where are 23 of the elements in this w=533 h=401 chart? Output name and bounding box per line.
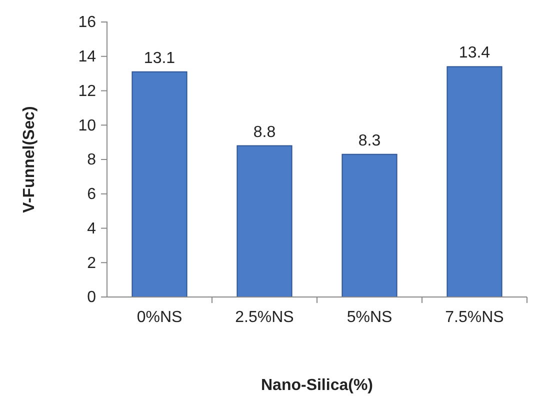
x-tick-label: 2.5%NS	[235, 309, 294, 326]
x-tick-label: 5%NS	[346, 309, 392, 326]
y-tick-label: 0	[87, 289, 96, 306]
y-tick-label: 2	[87, 254, 96, 272]
data-label: 8.8	[253, 124, 276, 141]
x-tick-label: 0%NS	[136, 309, 182, 326]
x-axis-title: Nano-Silica(%)	[260, 377, 374, 394]
bar	[446, 66, 502, 298]
y-tick-label: 14	[78, 48, 96, 66]
bar	[132, 71, 188, 298]
x-tick-label: 7.5%NS	[445, 309, 504, 326]
bar	[342, 154, 398, 298]
y-tick-label: 10	[78, 117, 96, 134]
y-tick-label: 4	[87, 220, 96, 238]
data-label: 13.4	[458, 44, 490, 62]
data-label: 13.1	[144, 50, 176, 67]
y-tick-label: 8	[87, 152, 96, 169]
data-label: 8.3	[358, 132, 381, 150]
bar	[236, 145, 292, 298]
y-tick-label: 16	[78, 14, 96, 32]
y-tick-label: 6	[87, 186, 96, 203]
y-tick-label: 12	[78, 82, 96, 100]
y-axis-title: V-Funnel(Sec)	[21, 106, 38, 213]
